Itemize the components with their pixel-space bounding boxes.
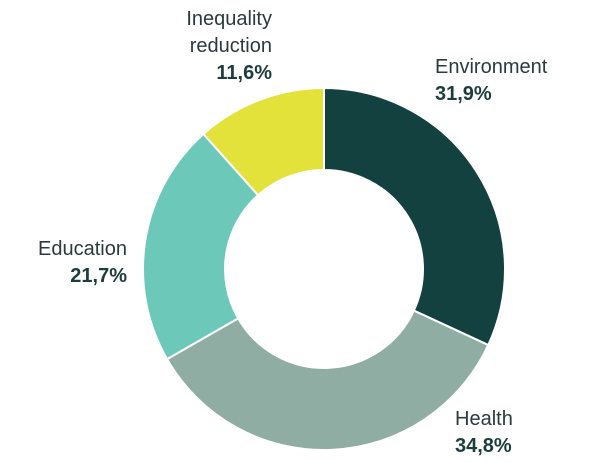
value-label: 11,6% [216,62,272,84]
value-label: 34,8% [455,435,512,457]
category-name: Education [38,238,127,260]
donut-slice [142,132,260,361]
slice-label: Inequality reduction 11,6% [142,6,272,87]
category-name: Environment [435,56,548,78]
slice-label: Environment 31,9% [435,54,547,108]
category-name: Health [455,408,513,430]
slice-label: Education 21,7% [38,236,127,290]
donut-slice [323,86,506,347]
slice-label: Health 34,8% [455,406,513,460]
value-label: 31,9% [435,83,492,105]
category-name: Inequality reduction [186,8,272,57]
donut-slice [202,86,325,197]
value-label: 21,7% [70,265,127,287]
donut-slice [165,309,490,451]
